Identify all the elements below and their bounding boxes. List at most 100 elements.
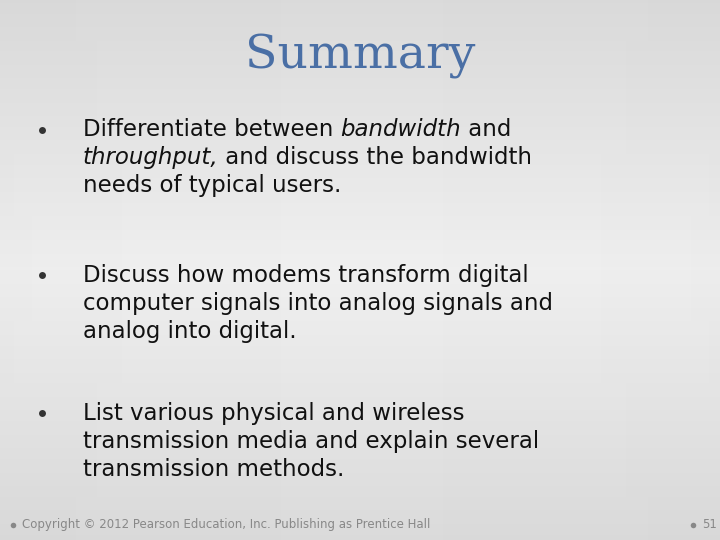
Bar	[706, 0, 709, 540]
Bar	[0, 510, 720, 513]
Bar	[580, 0, 583, 540]
Bar	[14, 0, 18, 540]
Bar	[0, 394, 720, 397]
Bar	[0, 73, 720, 76]
Bar	[425, 0, 428, 540]
Bar	[115, 0, 119, 540]
Bar	[176, 0, 180, 540]
Bar	[0, 184, 720, 186]
Bar	[0, 235, 720, 238]
Bar	[360, 0, 364, 540]
Bar	[0, 413, 720, 416]
Bar	[400, 0, 403, 540]
Bar	[144, 0, 148, 540]
Bar	[0, 475, 720, 478]
Bar	[0, 221, 720, 224]
Bar	[0, 208, 720, 211]
Bar	[0, 470, 720, 472]
Bar	[0, 176, 720, 178]
Bar	[126, 0, 130, 540]
Bar	[0, 84, 720, 86]
Bar	[544, 0, 547, 540]
Bar	[0, 162, 720, 165]
Bar	[709, 0, 713, 540]
Bar	[7, 0, 11, 540]
Bar	[122, 0, 126, 540]
Bar	[652, 0, 655, 540]
Bar	[0, 251, 720, 254]
Bar	[450, 0, 454, 540]
Bar	[18, 0, 22, 540]
Bar	[0, 418, 720, 421]
Bar	[259, 0, 263, 540]
Bar	[529, 0, 533, 540]
Bar	[0, 392, 720, 394]
Bar	[432, 0, 436, 540]
Bar	[0, 27, 720, 30]
Bar	[486, 0, 490, 540]
Bar	[76, 0, 79, 540]
Bar	[0, 262, 720, 265]
Bar	[11, 0, 14, 540]
Bar	[684, 0, 688, 540]
Bar	[0, 24, 720, 27]
Bar	[0, 202, 720, 205]
Bar	[0, 256, 720, 259]
Bar	[0, 14, 720, 16]
Bar	[338, 0, 342, 540]
Bar	[0, 370, 720, 373]
Bar	[0, 238, 720, 240]
Bar	[0, 38, 720, 40]
Bar	[151, 0, 155, 540]
Bar	[43, 0, 47, 540]
Bar	[0, 100, 720, 103]
Bar	[0, 421, 720, 424]
Bar	[0, 103, 720, 105]
Bar	[0, 148, 720, 151]
Bar	[0, 367, 720, 370]
Bar	[54, 0, 58, 540]
Bar	[0, 70, 720, 73]
Bar	[0, 329, 720, 332]
Bar	[605, 0, 608, 540]
Bar	[0, 154, 720, 157]
Bar	[65, 0, 68, 540]
Bar	[68, 0, 72, 540]
Bar	[0, 324, 720, 327]
Bar	[83, 0, 86, 540]
Bar	[0, 537, 720, 540]
Bar	[623, 0, 626, 540]
Bar	[216, 0, 220, 540]
Bar	[468, 0, 472, 540]
Bar	[0, 270, 720, 273]
Bar	[0, 51, 720, 54]
Bar	[166, 0, 169, 540]
Bar	[0, 451, 720, 454]
Text: needs of typical users.: needs of typical users.	[83, 174, 341, 197]
Bar	[0, 335, 720, 338]
Bar	[0, 356, 720, 359]
Bar	[644, 0, 648, 540]
Bar	[317, 0, 320, 540]
Bar	[0, 513, 720, 516]
Bar	[0, 32, 720, 35]
Bar	[0, 327, 720, 329]
Bar	[569, 0, 572, 540]
Bar	[0, 97, 720, 100]
Bar	[0, 78, 720, 81]
Bar	[180, 0, 184, 540]
Bar	[0, 429, 720, 432]
Bar	[148, 0, 151, 540]
Bar	[61, 0, 65, 540]
Bar	[0, 354, 720, 356]
Bar	[713, 0, 716, 540]
Bar	[0, 427, 720, 429]
Bar	[86, 0, 90, 540]
Bar	[0, 170, 720, 173]
Bar	[551, 0, 554, 540]
Bar	[0, 265, 720, 267]
Bar	[374, 0, 378, 540]
Bar	[0, 518, 720, 521]
Bar	[292, 0, 295, 540]
Bar	[94, 0, 97, 540]
